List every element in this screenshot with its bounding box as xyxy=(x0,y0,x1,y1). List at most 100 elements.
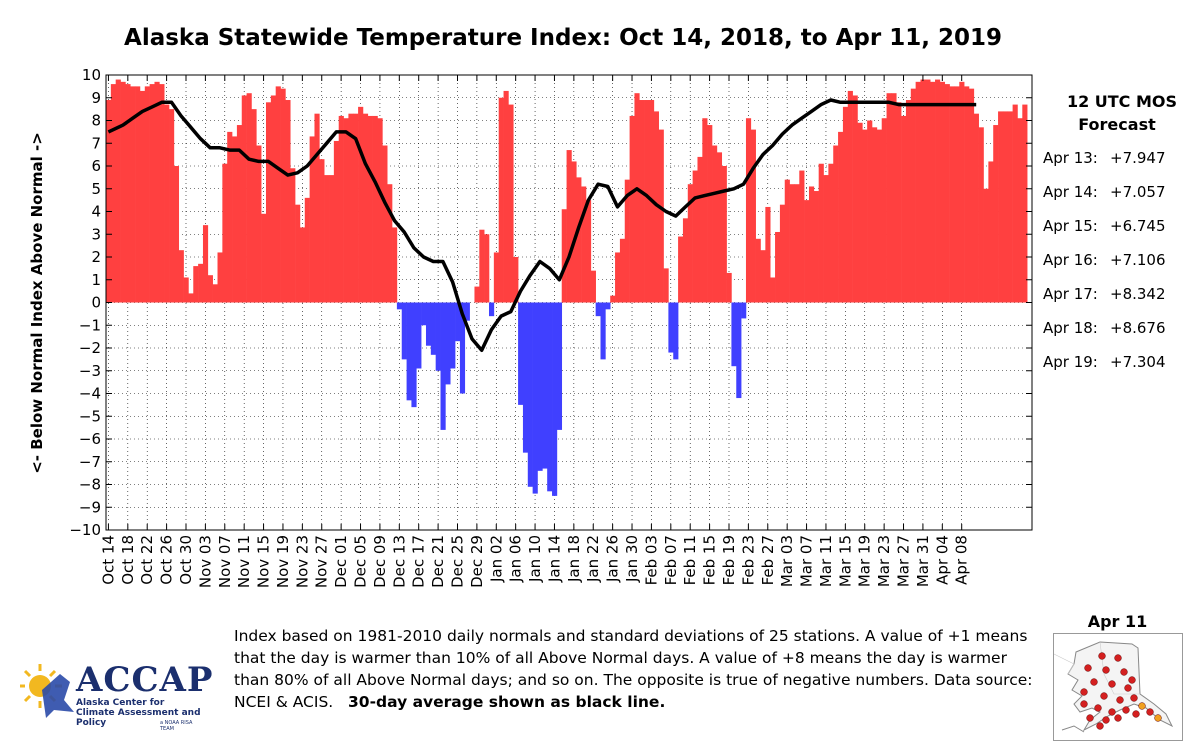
x-tick-label: Feb 27 xyxy=(759,535,777,585)
x-tick-label: Oct 18 xyxy=(119,535,137,585)
bar xyxy=(779,204,786,303)
bar xyxy=(489,302,495,317)
bar xyxy=(324,175,330,303)
bar xyxy=(993,125,999,303)
y-tick-label: −6 xyxy=(79,430,101,448)
bar xyxy=(755,238,761,303)
bar xyxy=(377,118,383,303)
y-tick-label: 0 xyxy=(91,294,101,312)
bar xyxy=(319,159,325,303)
bar xyxy=(765,206,771,303)
station-dot xyxy=(1130,694,1138,702)
x-tick-label: Nov 15 xyxy=(255,535,273,588)
forecast-value: +7.057 xyxy=(1110,183,1166,201)
alaska-map-icon xyxy=(1054,641,1174,733)
bar xyxy=(692,170,698,303)
bar xyxy=(222,163,228,303)
station-dot xyxy=(1086,714,1094,722)
station-dot xyxy=(1080,688,1088,696)
x-tick-label: Mar 03 xyxy=(778,535,796,587)
x-tick-label: Nov 07 xyxy=(216,535,234,588)
bar xyxy=(387,184,393,303)
bar xyxy=(358,106,364,303)
bar xyxy=(600,302,606,360)
x-tick-label: Dec 01 xyxy=(332,535,350,588)
x-tick-label: Feb 03 xyxy=(642,535,660,585)
bar xyxy=(1012,104,1018,303)
bar xyxy=(382,145,388,303)
bar xyxy=(459,302,466,394)
bar xyxy=(901,115,907,303)
x-tick-label: Mar 31 xyxy=(914,535,932,587)
forecast-value: +7.304 xyxy=(1110,353,1166,371)
bar xyxy=(838,131,844,303)
station-dot xyxy=(1114,714,1122,722)
forecast-date: Apr 16: xyxy=(1043,251,1098,269)
bar xyxy=(275,86,281,303)
x-tick-label: Dec 25 xyxy=(448,535,466,588)
bar xyxy=(823,175,829,303)
forecast-value: +8.676 xyxy=(1110,319,1166,337)
bar xyxy=(978,127,984,303)
bar xyxy=(304,197,310,303)
bar xyxy=(891,93,897,303)
bar xyxy=(232,136,238,303)
x-tick-label: Nov 23 xyxy=(293,535,311,588)
bar xyxy=(818,163,824,303)
station-dot xyxy=(1098,652,1106,660)
station-dot xyxy=(1094,704,1102,712)
bar xyxy=(144,86,150,303)
station-dot xyxy=(1080,700,1088,708)
bar xyxy=(309,136,315,303)
bar xyxy=(106,100,112,303)
footnote-text: Index based on 1981-2010 daily normals a… xyxy=(234,627,1033,711)
station-dot xyxy=(1114,654,1122,662)
x-tick-label: Oct 30 xyxy=(177,535,195,585)
bar xyxy=(619,238,626,303)
bar xyxy=(411,302,417,408)
bar xyxy=(333,140,340,303)
y-tick-label: 2 xyxy=(91,248,101,266)
bar xyxy=(537,302,543,471)
bar xyxy=(217,252,223,303)
bar xyxy=(770,277,776,303)
x-tick-label: Nov 11 xyxy=(235,535,253,588)
bar xyxy=(338,115,344,303)
x-tick-label: Dec 29 xyxy=(468,535,486,588)
bar xyxy=(435,302,441,371)
bar xyxy=(590,270,596,303)
forecast-title-line2: Forecast xyxy=(1078,115,1156,134)
bar xyxy=(712,145,718,303)
bar xyxy=(362,113,369,303)
bar xyxy=(639,100,645,303)
y-tick-label: 1 xyxy=(91,271,101,289)
bar xyxy=(988,161,994,303)
forecast-date: Apr 13: xyxy=(1043,149,1098,167)
sun-icon xyxy=(18,664,74,718)
bar xyxy=(915,81,921,303)
bar xyxy=(697,156,703,303)
logo-tag: a NOAA RISA TEAM xyxy=(160,720,193,732)
bar xyxy=(290,168,296,303)
footnote: Index based on 1981-2010 daily normals a… xyxy=(234,625,1034,713)
bar xyxy=(348,113,354,303)
bar xyxy=(998,111,1004,303)
bar xyxy=(867,120,873,303)
forecast-date: Apr 17: xyxy=(1043,285,1098,303)
bar xyxy=(571,161,577,303)
station-dot xyxy=(1120,668,1128,676)
bar xyxy=(1007,111,1013,303)
forecast-date: Apr 19: xyxy=(1043,353,1098,371)
y-tick-label: −5 xyxy=(79,407,101,425)
bar xyxy=(513,257,519,303)
bar xyxy=(367,115,373,303)
bar xyxy=(925,79,931,303)
x-tick-label: Feb 15 xyxy=(701,535,719,585)
bar xyxy=(939,81,946,303)
x-tick-label: Oct 22 xyxy=(138,535,156,585)
x-tick-label: Oct 26 xyxy=(158,535,176,585)
bar xyxy=(547,302,553,492)
station-dot xyxy=(1122,706,1130,714)
